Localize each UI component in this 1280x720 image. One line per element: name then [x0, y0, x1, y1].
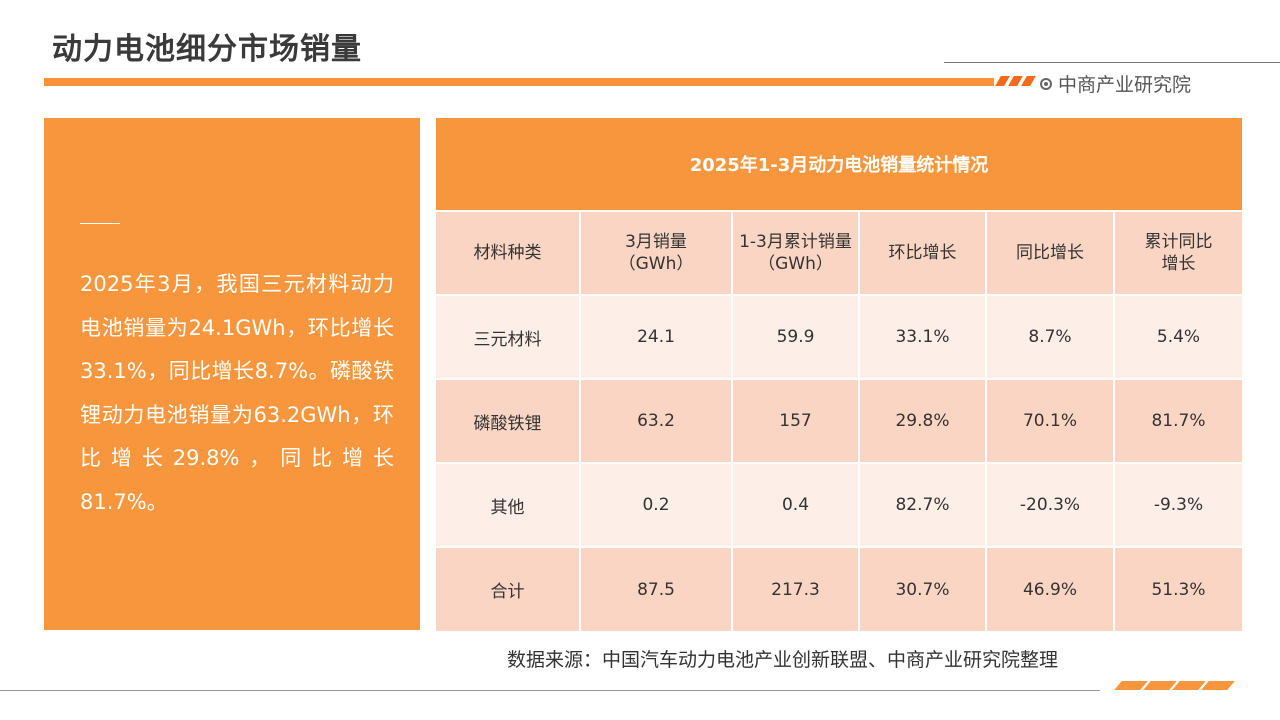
- table-cell: 30.7%: [859, 546, 987, 631]
- footer-stripes: [1114, 681, 1235, 690]
- table-cell: 29.8%: [859, 378, 987, 463]
- table-cell: 24.1: [580, 294, 733, 379]
- table-cell: 0.4: [732, 462, 860, 547]
- table-cell: 5.4%: [1114, 294, 1242, 379]
- table-row: 合计 87.5 217.3 30.7% 46.9% 51.3%: [436, 546, 1242, 631]
- row-label: 磷酸铁锂: [436, 378, 581, 463]
- column-header: 累计同比 增长: [1114, 210, 1242, 295]
- sales-table-panel: 2025年1-3月动力电池销量统计情况 材料种类 3月销量 （GWh） 1-3月累计…: [436, 118, 1242, 631]
- table-row: 三元材料 24.1 59.9 33.1% 8.7% 5.4%: [436, 294, 1242, 379]
- table-cell: -20.3%: [986, 462, 1115, 547]
- table-cell: 87.5: [580, 546, 733, 631]
- row-label: 合计: [436, 546, 581, 631]
- sales-table: 材料种类 3月销量 （GWh） 1-3月累计销量 （GWh） 环比增长 同比增长 累计同比…: [436, 210, 1242, 631]
- footer-divider: [0, 690, 1100, 691]
- column-header: 材料种类: [436, 210, 581, 295]
- table-cell: 0.2: [580, 462, 733, 547]
- table-cell: 8.7%: [986, 294, 1115, 379]
- brand: 中商产业研究院: [1040, 70, 1191, 97]
- table-cell: 51.3%: [1114, 546, 1242, 631]
- target-icon: [1040, 77, 1052, 90]
- table-cell: 46.9%: [986, 546, 1115, 631]
- brand-name: 中商产业研究院: [1058, 74, 1192, 96]
- data-source: 数据来源：中国汽车动力电池产业创新联盟、中商产业研究院整理: [507, 649, 1059, 671]
- table-cell: -9.3%: [1114, 462, 1242, 547]
- table-cell: 63.2: [580, 378, 733, 463]
- table-title: 2025年1-3月动力电池销量统计情况: [436, 118, 1242, 210]
- summary-text: 2025年3月，我国三元材料动力电池销量为24.1GWh，环比增长33.1%，同…: [80, 272, 394, 514]
- table-header-row: 材料种类 3月销量 （GWh） 1-3月累计销量 （GWh） 环比增长 同比增长 累计同比…: [436, 210, 1242, 295]
- row-label: 其他: [436, 462, 581, 547]
- table-row: 其他 0.2 0.4 82.7% -20.3% -9.3%: [436, 462, 1242, 547]
- table-cell: 33.1%: [859, 294, 987, 379]
- table-row: 磷酸铁锂 63.2 157 29.8% 70.1% 81.7%: [436, 378, 1242, 463]
- row-label: 三元材料: [436, 294, 581, 379]
- table-cell: 157: [732, 378, 860, 463]
- header-stripes: [995, 76, 1036, 86]
- column-header: 环比增长: [859, 210, 987, 295]
- column-header: 同比增长: [986, 210, 1115, 295]
- title-underline: [44, 78, 994, 86]
- page-title: 动力电池细分市场销量: [52, 32, 362, 67]
- summary-panel: 2025年3月，我国三元材料动力电池销量为24.1GWh，环比增长33.1%，同…: [44, 118, 420, 630]
- table-cell: 217.3: [732, 546, 860, 631]
- table-cell: 82.7%: [859, 462, 987, 547]
- table-cell: 81.7%: [1114, 378, 1242, 463]
- table-cell: 59.9: [732, 294, 860, 379]
- table-cell: 70.1%: [986, 378, 1115, 463]
- summary-rule: [80, 223, 120, 224]
- header-divider: [944, 62, 1280, 63]
- column-header: 3月销量 （GWh）: [580, 210, 733, 295]
- column-header: 1-3月累计销量 （GWh）: [732, 210, 860, 295]
